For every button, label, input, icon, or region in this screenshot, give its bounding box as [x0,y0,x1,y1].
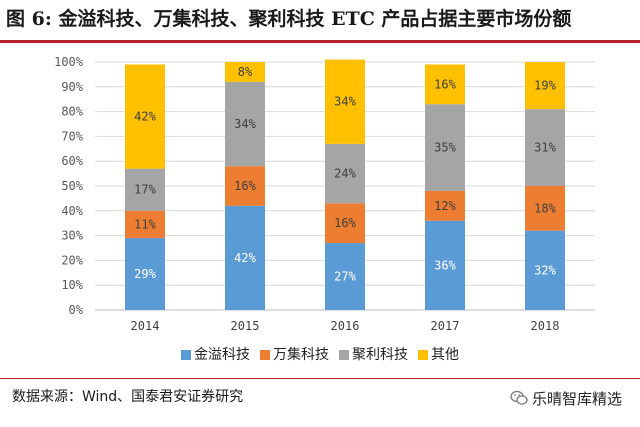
chart-legend: 金溢科技 万集科技 聚利科技 其他 [0,344,640,364]
chart-title: 图 6: 金溢科技、万集科技、聚利科技 ETC 产品占据主要市场份额 [6,8,572,30]
data-label: 16% [234,179,256,193]
legend-item: 聚利科技 [339,344,408,364]
x-tick-label: 2017 [431,319,460,333]
bar-segment [225,81,265,167]
y-tick-label: 50% [61,179,83,193]
y-tick-label: 40% [61,204,83,218]
data-label: 36% [434,258,456,272]
bar-segment [425,220,465,310]
bar-segment [225,205,265,310]
source-divider [0,378,640,379]
bar-segment [325,243,365,310]
data-label: 12% [434,199,456,213]
data-label: 29% [134,267,156,281]
data-label: 34% [334,95,356,109]
bar-segment [525,230,565,310]
data-label: 32% [534,263,556,277]
data-label: 31% [534,141,556,155]
bar-segment [525,109,565,186]
data-label: 19% [534,79,556,93]
bar-segment [125,238,165,310]
data-label: 17% [134,183,156,197]
legend-swatch [339,350,349,360]
data-label: 8% [238,65,253,79]
bar-segment [125,64,165,169]
data-label: 16% [334,216,356,230]
legend-swatch [260,350,270,360]
y-tick-label: 30% [61,229,83,243]
data-label: 16% [434,77,456,91]
stacked-bar-chart: 0% 10% 20% 30% 40% 50% 60% 70% 80% 90% 100% 29% 11% 1… [54,55,595,333]
data-label: 27% [334,270,356,284]
wechat-icon [510,390,528,405]
legend-label: 聚利科技 [352,347,408,363]
legend-label: 万集科技 [273,347,329,363]
bar-segment [125,210,165,239]
y-tick-label: 100% [54,55,84,69]
brand-name: 乐晴智库精选 [531,390,622,408]
data-label: 11% [134,217,156,231]
y-tick-label: 10% [61,278,83,292]
legend-swatch [418,350,428,360]
legend-item: 万集科技 [260,344,329,364]
bar-segment [125,168,165,211]
bar-segment [325,203,365,244]
y-tick-label: 20% [61,253,83,267]
bar-segment [425,64,465,105]
title-divider [0,40,640,43]
y-tick-label: 70% [61,129,83,143]
y-tick-label: 90% [61,80,83,94]
data-label: 24% [334,167,356,181]
x-tick-label: 2014 [131,319,160,333]
bar-segment [525,62,565,110]
bar-segment [225,166,265,206]
x-tick-label: 2018 [531,319,560,333]
brand-watermark: 乐晴智库精选 [510,388,622,409]
legend-swatch [181,350,191,360]
bar-segment [425,190,465,221]
bar-segment [225,62,265,82]
legend-label: 其他 [431,347,459,363]
source-note: 数据来源：Wind、国泰君安证券研究 [12,389,244,405]
y-tick-label: 60% [61,154,83,168]
data-label: 34% [234,117,256,131]
x-tick-label: 2016 [331,319,360,333]
data-label: 42% [234,251,256,265]
bar-segment [325,59,365,144]
y-tick-label: 0% [69,303,84,317]
legend-item: 其他 [418,344,459,364]
bar-segment [325,143,365,204]
legend-item: 金溢科技 [181,344,250,364]
data-label: 35% [434,141,456,155]
bar-segment [525,186,565,231]
y-tick-label: 80% [61,105,83,119]
x-tick-label: 2015 [231,319,260,333]
data-label: 18% [534,201,556,215]
data-label: 42% [134,110,156,124]
bar-segment [425,104,465,191]
legend-label: 金溢科技 [194,347,250,363]
